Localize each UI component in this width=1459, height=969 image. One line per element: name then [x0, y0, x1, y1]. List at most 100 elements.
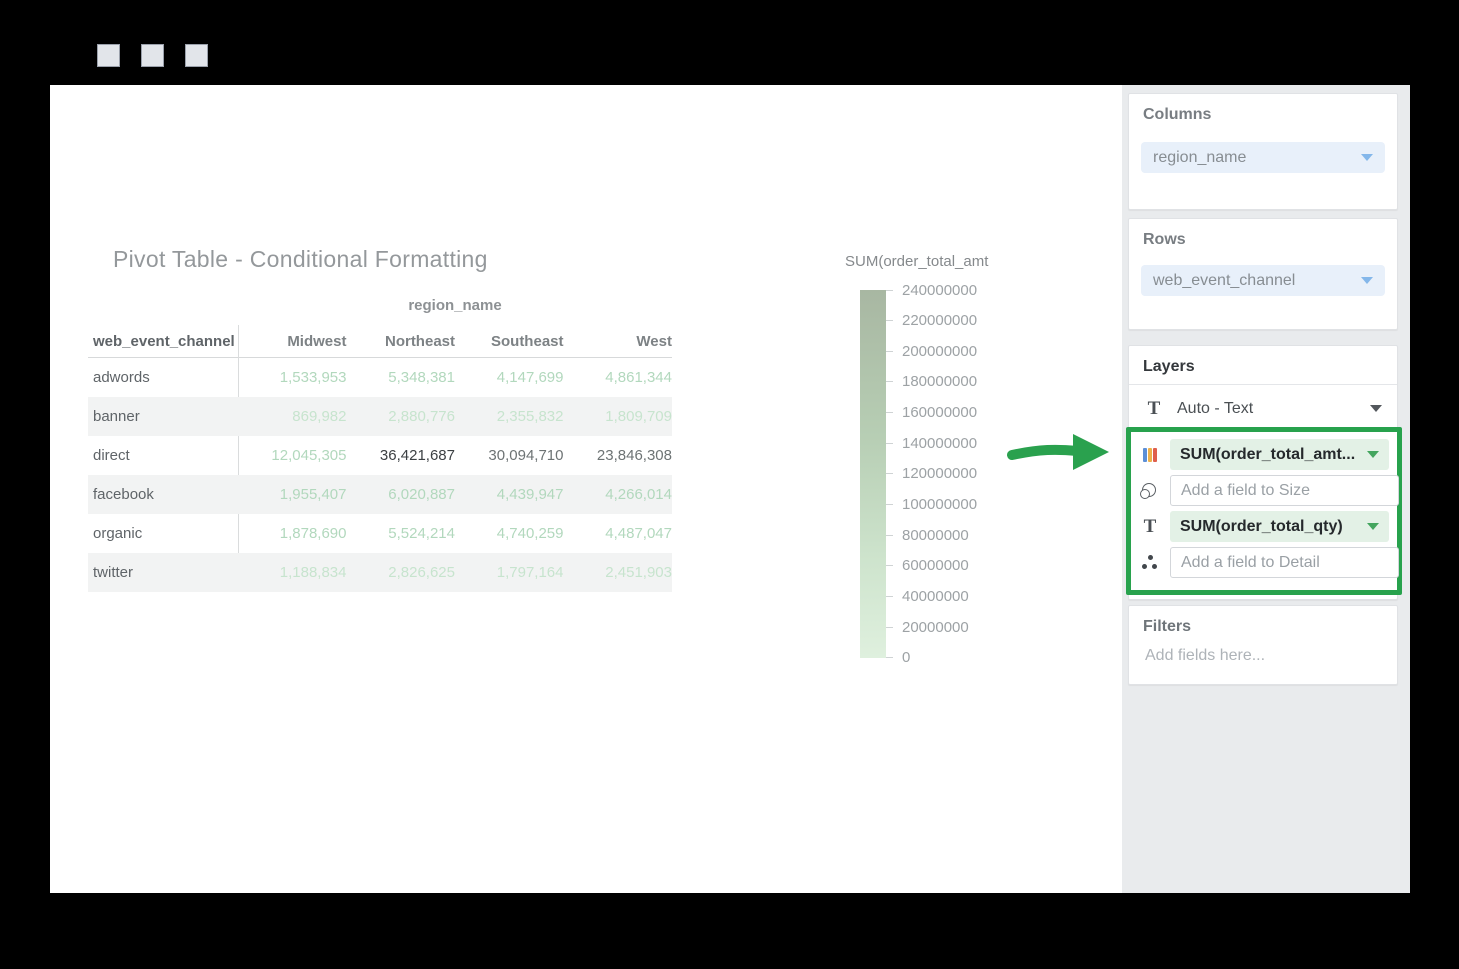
pivot-cell: 4,266,014 [605, 486, 672, 503]
legend-tick-label: 60000000 [886, 557, 977, 574]
table-row: banner 869,982 2,880,776 2,355,832 1,809,709 [88, 397, 672, 436]
legend-tick-label: 220000000 [886, 312, 977, 329]
legend-tick-label: 20000000 [886, 619, 977, 636]
pivot-cell: 1,809,709 [605, 408, 672, 425]
pivot-cell: 23,846,308 [596, 447, 672, 464]
text-layer-slot: T SUM(order_total_qty) [1131, 511, 1397, 542]
pivot-cell: 869,982 [292, 408, 347, 425]
chevron-down-icon [1361, 277, 1373, 284]
columns-section: Columns region_name [1128, 93, 1398, 210]
pivot-cell: 4,439,947 [496, 486, 564, 503]
pivot-cell: 4,861,344 [605, 369, 672, 386]
pivot-cell: 1,797,164 [496, 564, 564, 581]
annotation-arrow-icon [1007, 434, 1109, 470]
layer-mode-dropdown[interactable]: T Auto - Text [1129, 391, 1397, 426]
chart-title: Pivot Table - Conditional Formatting [113, 246, 488, 272]
pivot-body: adwords 1,533,953 5,348,381 4,147,699 4,861,… [88, 358, 672, 592]
text-field-label: SUM(order_total_qty) [1180, 517, 1343, 535]
pivot-cell: 5,348,381 [388, 369, 455, 386]
column-header: Midwest [287, 332, 347, 350]
chevron-down-icon [1361, 154, 1373, 161]
column-header: Northeast [384, 332, 455, 350]
chevron-down-icon [1367, 451, 1379, 458]
legend-tick-label: 80000000 [886, 527, 977, 544]
pivot-cell: 30,094,710 [488, 447, 564, 464]
detail-field-input[interactable] [1170, 547, 1399, 578]
chart-canvas: Pivot Table - Conditional Formatting reg… [50, 85, 1122, 893]
legend-title: SUM(order_total_amt [845, 253, 989, 270]
row-label: twitter [93, 564, 134, 581]
size-icon [1140, 481, 1160, 501]
color-layer-slot: SUM(order_total_amt... [1131, 439, 1397, 470]
rows-section-label: Rows [1143, 231, 1186, 248]
colors-icon [1140, 445, 1160, 465]
text-field-pill[interactable]: SUM(order_total_qty) [1170, 511, 1389, 542]
row-label: direct [93, 447, 130, 464]
filters-section: Filters [1128, 605, 1398, 685]
pivot-cell: 2,826,625 [388, 564, 455, 581]
rows-section: Rows web_event_channel [1128, 218, 1398, 330]
table-row: adwords 1,533,953 5,348,381 4,147,699 4,861,… [88, 358, 672, 397]
legend-tick-label: 140000000 [886, 435, 977, 452]
legend-tick-label: 200000000 [886, 343, 977, 360]
legend-tick-label: 40000000 [886, 588, 977, 605]
window-control-1-icon[interactable] [97, 44, 120, 67]
row-label: facebook [93, 486, 154, 503]
row-label: banner [93, 408, 140, 425]
legend-tick-label: 100000000 [886, 496, 977, 513]
column-header: Southeast [490, 332, 564, 350]
pivot-cell: 1,955,407 [279, 486, 347, 503]
columns-field-label: region_name [1153, 148, 1247, 166]
pivot-cell: 4,487,047 [605, 525, 672, 542]
pivot-cell: 2,451,903 [605, 564, 672, 581]
pivot-cell: 6,020,887 [388, 486, 455, 503]
row-label: organic [93, 525, 143, 542]
legend-tick-label: 180000000 [886, 373, 977, 390]
pivot-cell: 4,740,259 [496, 525, 564, 542]
pivot-cell: 2,880,776 [388, 408, 455, 425]
size-field-input[interactable] [1170, 475, 1399, 506]
row-dimension-label: web_event_channel [93, 332, 235, 350]
legend-ticks: 240000000 220000000 200000000 180000000 1600… [886, 282, 977, 667]
rows-field-pill[interactable]: web_event_channel [1141, 265, 1385, 296]
columns-section-label: Columns [1143, 106, 1212, 123]
layer-mode-label: Auto - Text [1177, 399, 1254, 417]
detail-icon [1140, 553, 1160, 573]
settings-sidebar: Columns region_name Rows web_event_chann… [1122, 85, 1410, 893]
pivot-cell: 4,147,699 [496, 369, 564, 386]
layers-section-label: Layers [1143, 358, 1195, 375]
legend-gradient-bar [860, 290, 886, 658]
window-control-2-icon[interactable] [141, 44, 164, 67]
size-layer-slot [1131, 475, 1399, 506]
rows-field-label: web_event_channel [1153, 271, 1296, 289]
chevron-down-icon [1370, 405, 1382, 412]
color-field-label: SUM(order_total_amt... [1180, 445, 1356, 463]
pivot-cell: 36,421,687 [379, 447, 455, 464]
pivot-cell: 2,355,832 [496, 408, 564, 425]
text-icon: T [1143, 516, 1157, 537]
table-row: organic 1,878,690 5,524,214 4,740,259 4,487,… [88, 514, 672, 553]
text-icon: T [1147, 398, 1161, 419]
window-control-3-icon[interactable] [185, 44, 208, 67]
pivot-cell: 1,533,953 [279, 369, 347, 386]
color-legend: SUM(order_total_amt 240000000 220000000 20… [845, 253, 1080, 763]
table-row: direct 12,045,305 36,421,687 30,094,710 23,8… [88, 436, 672, 475]
pivot-divider [238, 325, 239, 592]
filters-section-label: Filters [1143, 618, 1192, 635]
legend-tick-label: 240000000 [886, 282, 977, 299]
detail-layer-slot [1131, 547, 1399, 578]
pivot-cell: 1,878,690 [279, 525, 347, 542]
legend-tick-label: 160000000 [886, 404, 977, 421]
pivot-cell: 1,188,834 [279, 564, 347, 581]
column-header: West [636, 332, 672, 350]
column-dimension-label: region_name [408, 297, 502, 314]
legend-tick-label: 0 [886, 649, 977, 666]
row-label: adwords [93, 369, 150, 386]
color-field-pill[interactable]: SUM(order_total_amt... [1170, 439, 1389, 470]
pivot-header-row: web_event_channel Midwest Northeast Southe… [88, 325, 672, 358]
table-row: twitter 1,188,834 2,826,625 1,797,164 2,451,… [88, 553, 672, 592]
chevron-down-icon [1367, 523, 1379, 530]
columns-field-pill[interactable]: region_name [1141, 142, 1385, 173]
pivot-cell: 12,045,305 [271, 447, 347, 464]
filters-input[interactable] [1143, 646, 1383, 666]
